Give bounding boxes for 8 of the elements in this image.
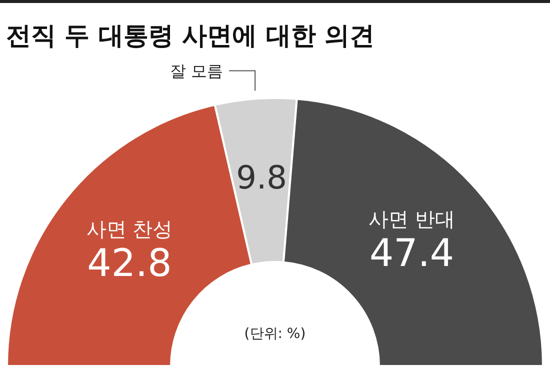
data-label: 9.8 (236, 158, 288, 196)
slice-label: 사면 찬성 (86, 217, 173, 242)
text: (단위: %) (244, 326, 306, 342)
slice-label: 사면 반대 (368, 206, 455, 231)
data-label: 47.4 (369, 230, 454, 275)
chart-title: 전직 두 대통령 사면에 대한 의견 (6, 21, 375, 50)
slice-label: 잘 모름 (170, 62, 224, 81)
data-label: 42.8 (87, 241, 172, 286)
